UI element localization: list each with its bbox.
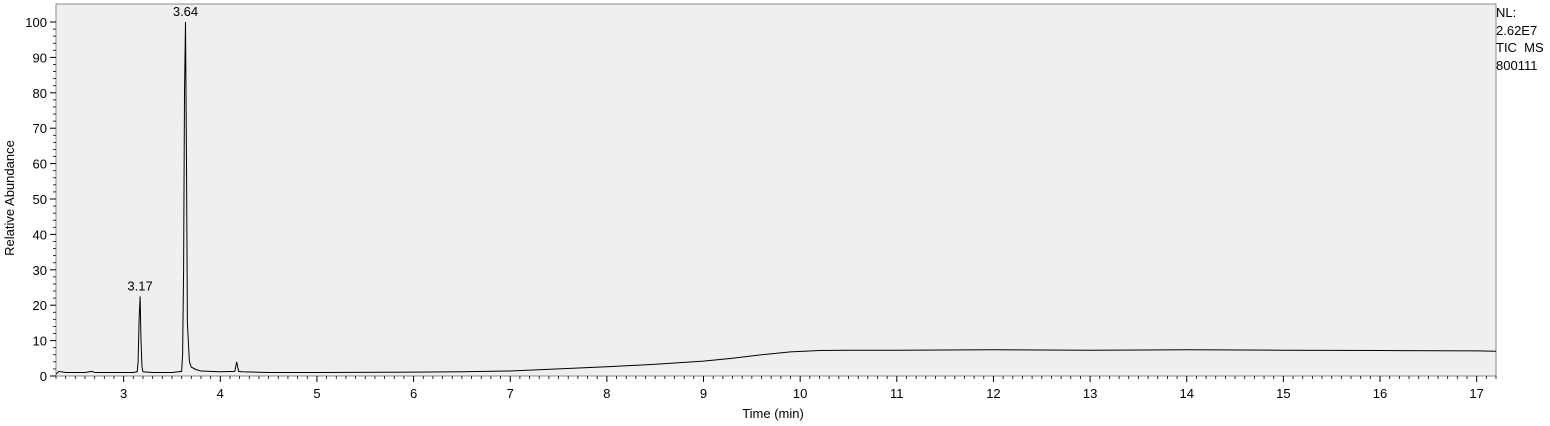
tic-trace-line bbox=[55, 21, 1497, 375]
y-tick-label: 60 bbox=[33, 157, 47, 172]
scan-type-label: TIC MS bbox=[1496, 40, 1544, 55]
nl-value: 2.62E7 bbox=[1496, 22, 1538, 38]
x-axis-title: Time (min) bbox=[742, 406, 804, 421]
x-tick-label: 11 bbox=[890, 386, 904, 401]
y-tick-label: 50 bbox=[33, 192, 47, 207]
x-tick-label: 7 bbox=[507, 386, 514, 401]
peak-label: 3.17 bbox=[127, 278, 152, 293]
x-tick-label: 16 bbox=[1373, 386, 1387, 401]
x-tick-label: 15 bbox=[1276, 386, 1290, 401]
x-tick-label: 12 bbox=[986, 386, 1000, 401]
y-tick-label: 0 bbox=[40, 369, 47, 384]
y-tick-label: 20 bbox=[33, 298, 47, 313]
x-tick-label: 5 bbox=[313, 386, 320, 401]
x-tick-label: 9 bbox=[700, 386, 707, 401]
x-tick-label: 3 bbox=[120, 386, 127, 401]
y-tick-label: 90 bbox=[33, 50, 47, 65]
y-tick-label: 30 bbox=[33, 263, 47, 278]
y-tick-label: 80 bbox=[33, 86, 47, 101]
x-tick-label: 4 bbox=[217, 386, 224, 401]
y-tick-label: 40 bbox=[33, 227, 47, 242]
y-tick-label: 100 bbox=[25, 15, 47, 30]
scan-info-panel: NL: 2.62E7 TIC MS 800111 bbox=[1496, 4, 1544, 74]
y-axis-title: Relative Abundance bbox=[2, 140, 17, 256]
y-tick-label: 70 bbox=[33, 121, 47, 136]
nl-label: NL: bbox=[1496, 5, 1517, 20]
x-tick-label: 17 bbox=[1469, 386, 1483, 401]
x-tick-label: 10 bbox=[793, 386, 807, 401]
x-tick-label: 14 bbox=[1180, 386, 1194, 401]
file-id-label: 800111 bbox=[1496, 57, 1538, 73]
x-tick-label: 8 bbox=[603, 386, 610, 401]
y-tick-label: 10 bbox=[33, 334, 47, 349]
x-tick-label: 6 bbox=[410, 386, 417, 401]
plot-area bbox=[55, 3, 1497, 377]
peak-label: 3.64 bbox=[173, 4, 198, 19]
x-tick-label: 13 bbox=[1083, 386, 1097, 401]
